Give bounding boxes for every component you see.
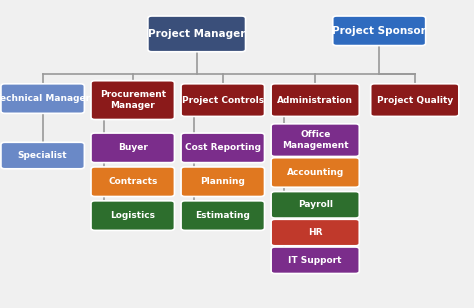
Text: Payroll: Payroll — [298, 200, 333, 209]
Text: Procurement
Manager: Procurement Manager — [100, 91, 166, 110]
Text: HR: HR — [308, 228, 322, 237]
FancyBboxPatch shape — [91, 201, 174, 230]
FancyBboxPatch shape — [1, 84, 84, 113]
FancyBboxPatch shape — [271, 84, 359, 116]
FancyBboxPatch shape — [181, 201, 264, 230]
FancyBboxPatch shape — [333, 16, 426, 46]
FancyBboxPatch shape — [91, 81, 174, 120]
Text: Project Quality: Project Quality — [377, 95, 453, 105]
Text: Cost Reporting: Cost Reporting — [185, 143, 261, 152]
Text: Buyer: Buyer — [118, 143, 148, 152]
Text: Technical Manager: Technical Manager — [0, 94, 90, 103]
Text: Office
Management: Office Management — [282, 131, 348, 150]
FancyBboxPatch shape — [271, 124, 359, 156]
FancyBboxPatch shape — [371, 84, 459, 116]
FancyBboxPatch shape — [271, 192, 359, 218]
FancyBboxPatch shape — [181, 133, 264, 163]
Text: Specialist: Specialist — [18, 151, 67, 160]
FancyBboxPatch shape — [271, 158, 359, 187]
Text: Planning: Planning — [201, 177, 245, 186]
FancyBboxPatch shape — [91, 133, 174, 163]
Text: Estimating: Estimating — [195, 211, 250, 220]
FancyBboxPatch shape — [271, 247, 359, 274]
Text: Contracts: Contracts — [108, 177, 157, 186]
Text: Project Manager: Project Manager — [148, 29, 246, 39]
Text: Logistics: Logistics — [110, 211, 155, 220]
FancyBboxPatch shape — [181, 84, 264, 116]
Text: Project Sponsor: Project Sponsor — [332, 26, 426, 36]
FancyBboxPatch shape — [148, 16, 246, 52]
Text: Accounting: Accounting — [287, 168, 344, 177]
Text: IT Support: IT Support — [289, 256, 342, 265]
Text: Administration: Administration — [277, 95, 353, 105]
FancyBboxPatch shape — [181, 167, 264, 197]
FancyBboxPatch shape — [1, 142, 84, 169]
FancyBboxPatch shape — [91, 167, 174, 197]
Text: Project Controls: Project Controls — [182, 95, 264, 105]
FancyBboxPatch shape — [271, 219, 359, 246]
